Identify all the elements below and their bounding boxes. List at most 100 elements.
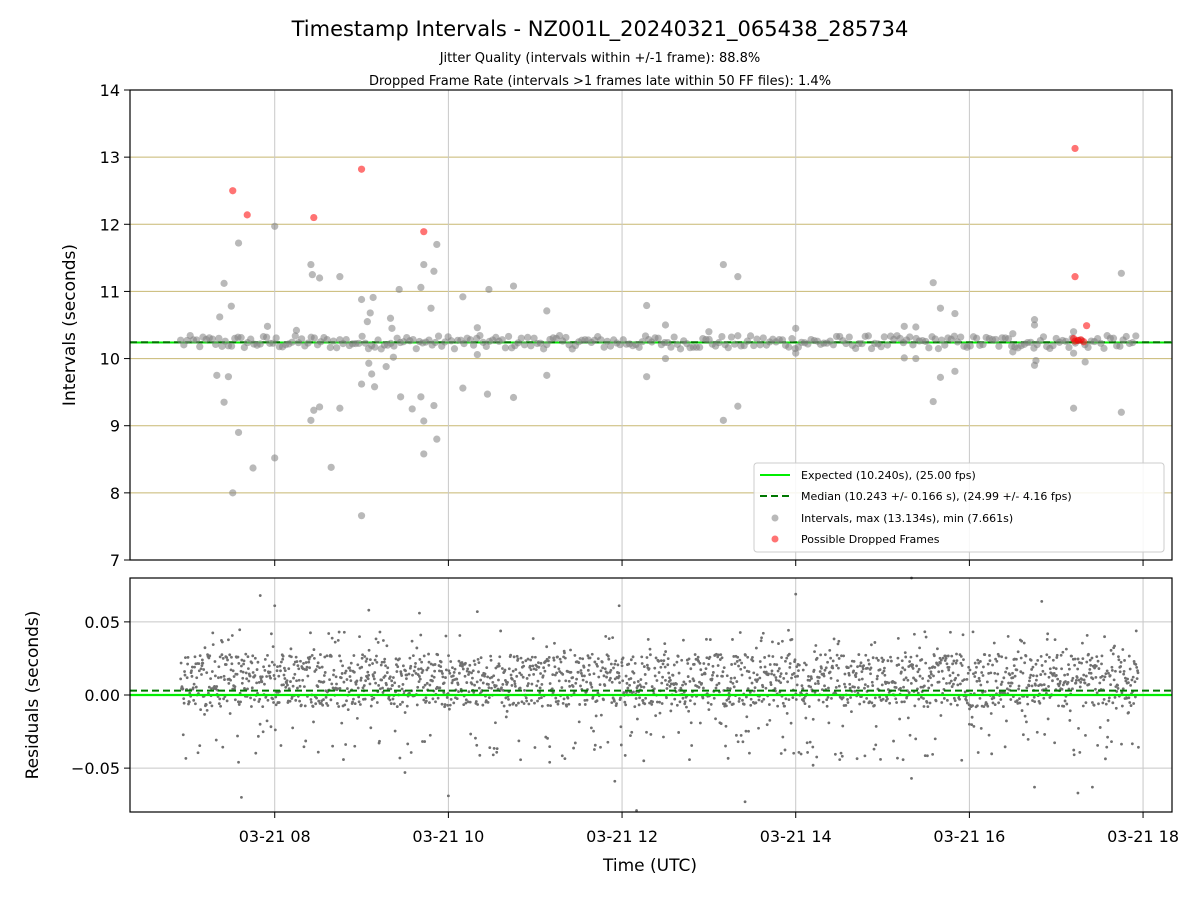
- residual-point: [666, 663, 670, 667]
- residual-point: [1008, 684, 1012, 688]
- residual-point: [998, 691, 1002, 695]
- residual-point: [471, 676, 474, 680]
- residual-point: [1111, 701, 1115, 705]
- residual-point: [770, 672, 773, 676]
- residual-point: [351, 700, 354, 704]
- residual-point: [1064, 680, 1067, 683]
- residual-point: [623, 754, 627, 757]
- residual-point: [1045, 653, 1049, 657]
- interval-point: [441, 338, 449, 346]
- residual-point: [636, 684, 640, 688]
- residual-point: [1059, 653, 1063, 657]
- residual-point: [288, 699, 292, 703]
- residual-point: [613, 662, 617, 666]
- residual-point: [258, 697, 262, 701]
- residual-point: [1110, 665, 1114, 669]
- residual-point: [867, 662, 871, 666]
- residual-point: [894, 697, 898, 701]
- residual-point: [312, 720, 315, 724]
- residual-point: [658, 700, 661, 704]
- residual-point: [1035, 730, 1039, 734]
- x-tick-label: 03-21 14: [760, 827, 832, 846]
- residual-point: [352, 654, 356, 657]
- residual-point: [538, 691, 542, 694]
- residual-point: [672, 663, 676, 667]
- interval-point: [1069, 349, 1078, 357]
- residual-point: [1128, 667, 1132, 671]
- residual-point: [342, 630, 346, 634]
- residual-point: [522, 702, 526, 705]
- residual-point: [919, 695, 923, 699]
- residual-point: [279, 669, 282, 673]
- residual-point: [869, 672, 872, 676]
- residual-point: [475, 743, 479, 747]
- residual-point: [519, 656, 523, 660]
- residual-point: [214, 738, 218, 742]
- residual-point: [253, 674, 257, 677]
- interval-point: [450, 345, 459, 353]
- residual-point: [268, 670, 272, 674]
- residual-point: [581, 657, 585, 661]
- residual-point: [381, 686, 384, 690]
- residual-point: [971, 704, 974, 708]
- residual-point: [360, 656, 364, 660]
- residual-point: [986, 704, 990, 708]
- residual-point: [524, 659, 528, 663]
- residual-point: [1136, 671, 1140, 675]
- residual-point: [503, 668, 507, 672]
- residual-point: [1029, 658, 1033, 662]
- residual-point: [908, 660, 912, 663]
- residual-point: [992, 696, 996, 700]
- residual-point: [265, 675, 269, 678]
- residual-point: [922, 684, 926, 688]
- residual-point: [1094, 675, 1098, 679]
- interval-point: [936, 373, 945, 381]
- residual-point: [703, 672, 707, 676]
- residual-point: [448, 671, 452, 675]
- residual-point: [577, 720, 581, 724]
- residual-point: [1136, 669, 1139, 673]
- residual-point: [491, 753, 495, 757]
- interval-point: [459, 293, 467, 301]
- residual-point: [788, 665, 792, 669]
- residual-point: [273, 604, 277, 608]
- residual-point: [631, 655, 635, 659]
- residual-point: [873, 641, 877, 644]
- residual-point: [675, 703, 679, 707]
- residual-point: [711, 673, 714, 677]
- residual-point: [1118, 670, 1122, 674]
- residual-point: [1130, 678, 1134, 682]
- residual-point: [768, 718, 772, 722]
- residual-point: [1040, 683, 1044, 687]
- residual-point: [1028, 676, 1032, 680]
- residual-point: [558, 657, 562, 661]
- residual-point: [736, 740, 740, 744]
- residual-point: [230, 662, 234, 666]
- residual-point: [722, 666, 726, 669]
- residual-point: [1068, 719, 1072, 722]
- interval-point: [355, 339, 363, 347]
- residual-point: [297, 667, 301, 671]
- interval-point: [951, 367, 959, 375]
- residual-point: [783, 748, 787, 752]
- residual-point: [409, 664, 413, 668]
- residual-point: [251, 671, 255, 674]
- residual-point: [956, 683, 960, 687]
- residual-point: [955, 659, 959, 663]
- residual-point: [662, 659, 666, 663]
- residual-point: [375, 660, 379, 664]
- residual-point: [635, 809, 638, 812]
- residual-point: [528, 664, 532, 668]
- residual-point: [535, 684, 539, 688]
- residual-point: [440, 669, 443, 673]
- residual-point: [965, 677, 969, 681]
- residual-point: [512, 701, 516, 705]
- residual-point: [687, 657, 691, 661]
- residual-point: [287, 667, 291, 671]
- residual-point: [685, 705, 688, 709]
- residual-point: [923, 630, 927, 634]
- residual-point: [299, 659, 302, 663]
- residual-point: [1016, 701, 1020, 705]
- residual-point: [221, 656, 225, 660]
- residual-point: [733, 676, 737, 680]
